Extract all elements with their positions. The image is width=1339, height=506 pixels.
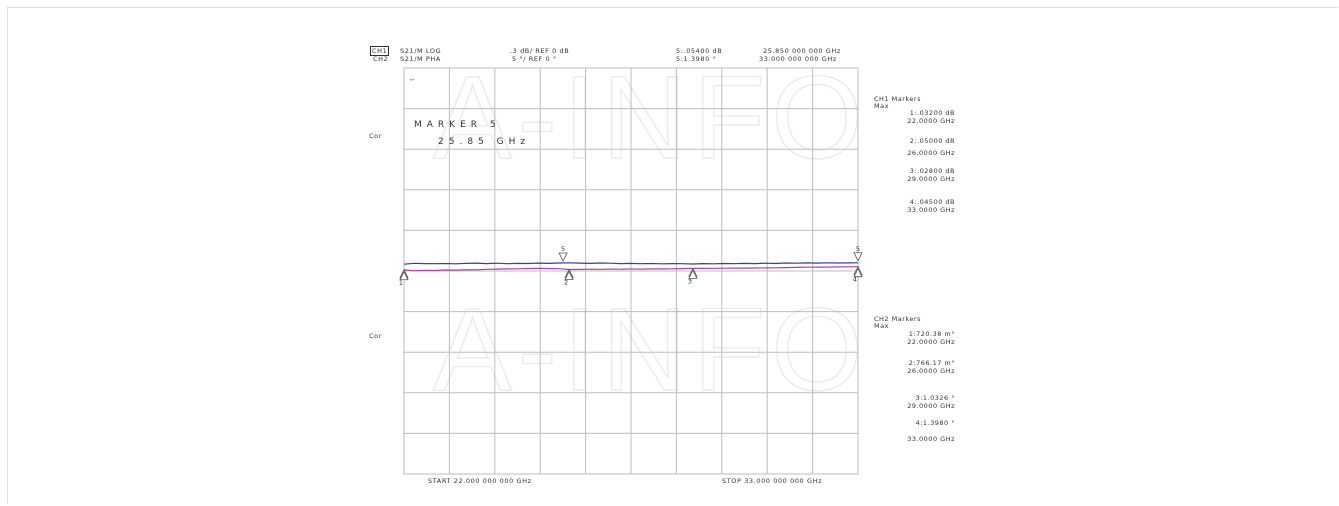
ch1-marker-value: 5:.05400 dB: [676, 47, 723, 55]
stop-frequency: STOP 33.000 000 000 GHz: [722, 477, 823, 485]
ch1-markers-heading: CH1 Markers: [874, 95, 921, 103]
marker-triangle: [853, 267, 863, 278]
ch1-label: CH1: [370, 46, 390, 56]
ch2-marker-value: 4:1.3980 °: [915, 419, 955, 427]
marker-number: 1: [399, 279, 403, 287]
start-frequency: START 22.000 000 000 GHz: [428, 477, 532, 485]
ch2-marker-freq: 29.0000 GHz: [907, 402, 955, 410]
ch1-scale: .3 dB/ REF 0 dB: [510, 47, 570, 55]
watermark: A-INFO A-INFO: [432, 51, 869, 417]
grid-marker-freq: 25.85 GHz: [438, 137, 531, 147]
marker-triangle: [558, 252, 568, 262]
ch2-marker-freq: 26.0000 GHz: [907, 367, 955, 375]
ch1-marker-value: 3:.02800 dB: [909, 167, 955, 175]
traces: [403, 262, 859, 272]
ch2-marker-value: 3:1.0326 °: [915, 394, 955, 402]
ch2-markers-heading: CH2 Markers: [874, 315, 921, 323]
ch2-trace: [403, 266, 859, 272]
ch1-markers-mode: Max: [874, 102, 889, 110]
ch2-marker-value: 1:720.38 m°: [908, 330, 955, 338]
marker-number: 2: [564, 279, 568, 287]
screenshot-frame: [7, 7, 1337, 504]
watermark-text: A-INFO: [433, 284, 869, 416]
ch2-marker-value: 2:766.17 m°: [908, 359, 955, 367]
grid-small-glyph: ᴾᴾ: [410, 79, 415, 85]
marker-triangle: [688, 269, 698, 279]
marker-triangle: [853, 252, 863, 262]
ch1-marker-freq: 22.0000 GHz: [907, 117, 955, 125]
marker-number: 4: [853, 276, 857, 284]
ch2-marker-freq: 22.0000 GHz: [907, 338, 955, 346]
marker-number: 5: [856, 245, 860, 253]
ch2-param: S21/M PHA: [400, 55, 441, 63]
ch1-marker-freq: 29.0000 GHz: [907, 175, 955, 183]
ch1-marker-value: 4:.04500 dB: [909, 198, 955, 206]
marker-triangle: [564, 270, 574, 280]
markers: 1 2 3 4 5 5: [399, 245, 863, 287]
ch1-trace: [403, 262, 859, 265]
ch2-markers-mode: Max: [874, 322, 889, 330]
ch2-marker-freq: 33.0000 GHz: [907, 435, 955, 443]
correction-indicator-ch2: Cor: [369, 332, 382, 340]
watermark-text: A-INFO: [433, 52, 869, 184]
correction-indicator-ch1: Cor: [369, 132, 382, 140]
ch2-label: CH2: [373, 55, 389, 63]
grid-marker-title: MARKER 5: [414, 120, 501, 130]
marker-triangle: [399, 270, 409, 281]
marker-number: 3: [688, 277, 692, 285]
marker-number: 5: [561, 245, 565, 253]
ch1-marker-freq: 26.0000 GHz: [907, 149, 955, 157]
ch2-marker-freq: 33.000 000 000 GHz: [759, 55, 837, 63]
ch2-scale: 5 °/ REF 0 °: [512, 55, 557, 63]
ch1-marker-freq: 33.0000 GHz: [907, 206, 955, 214]
ch1-marker-freq: 25.850 000 000 GHz: [763, 47, 841, 55]
ch1-param: S21/M LOG: [400, 47, 442, 55]
ch1-marker-value: 2:.05000 dB: [909, 137, 955, 145]
ch2-marker-value: 5:1.3980 °: [676, 55, 717, 63]
ch1-marker-value: 1:.03200 dB: [909, 109, 955, 117]
